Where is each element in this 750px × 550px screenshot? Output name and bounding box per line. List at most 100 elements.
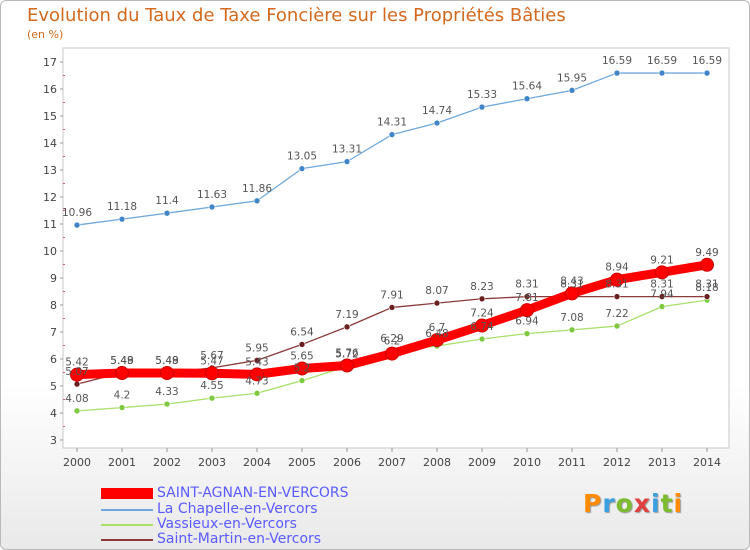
data-point (73, 221, 81, 229)
data-label: 4.33 (155, 386, 178, 398)
data-point (298, 377, 306, 384)
data-point (253, 389, 261, 397)
plot-area (62, 47, 730, 449)
data-label: 16.59 (602, 55, 632, 67)
data-point (430, 333, 444, 348)
data-label: 8.43 (560, 275, 583, 287)
y-axis-unit: (en %) (27, 28, 64, 41)
x-tick-label: 2003 (198, 456, 226, 469)
data-label: 14.74 (422, 105, 452, 117)
data-label: 6.2 (384, 336, 401, 348)
data-point (613, 293, 621, 300)
data-point (565, 286, 579, 301)
x-tick-label: 2002 (153, 456, 181, 469)
data-label: 4.2 (114, 390, 131, 402)
data-point (658, 293, 666, 300)
data-label: 9.49 (695, 247, 718, 259)
data-label: 6.48 (425, 328, 448, 340)
data-label: 5.49 (110, 355, 133, 367)
x-tick-label: 2010 (513, 456, 541, 469)
data-label: 5.76 (335, 347, 359, 359)
data-label: 8.07 (425, 285, 448, 297)
data-point (343, 158, 351, 165)
data-point (163, 400, 171, 408)
data-label: 4.73 (245, 375, 268, 387)
data-label: 7.22 (605, 308, 628, 320)
proxiti-logo: Proxiti (583, 489, 683, 518)
y-tick-label: 6 (50, 353, 57, 366)
data-label: 16.59 (647, 55, 677, 67)
y-tick-label: 5 (50, 380, 57, 393)
data-label: 6.7 (429, 322, 446, 334)
legend-swatch (101, 524, 153, 526)
data-label: 8.31 (695, 279, 718, 291)
data-label: 6.54 (290, 326, 314, 338)
data-point (613, 322, 621, 330)
data-point (115, 366, 129, 381)
logo-letter: x (633, 489, 651, 518)
data-point (253, 197, 261, 205)
x-tick-label: 2014 (693, 456, 721, 469)
legend-swatch (101, 539, 153, 541)
data-point (568, 326, 576, 334)
y-tick-label: 16 (43, 83, 57, 96)
data-label: 9.21 (650, 254, 673, 266)
data-label: 5.95 (245, 342, 268, 354)
data-point (610, 272, 624, 287)
data-label: 5.42 (65, 357, 88, 369)
data-label: 14.31 (377, 117, 407, 129)
data-point (298, 341, 306, 348)
logo-letter: t (660, 489, 674, 518)
data-point (703, 293, 711, 300)
data-point (658, 303, 666, 310)
data-label: 6.29 (380, 333, 403, 345)
data-label: 5.47 (200, 355, 223, 367)
data-point (205, 366, 219, 381)
data-point (385, 346, 399, 361)
y-tick-label: 10 (43, 245, 57, 258)
data-label: 8.31 (650, 279, 673, 291)
data-label: 15.95 (557, 72, 587, 84)
data-point (475, 318, 489, 333)
legend-swatch (101, 488, 153, 499)
legend-label: La Chapelle-en-Vercors (157, 501, 318, 517)
logo-letter: o (615, 489, 634, 518)
logo-letter: i (651, 489, 661, 518)
data-label: 11.86 (242, 183, 272, 195)
data-label: 11.4 (155, 195, 179, 207)
data-label: 16.59 (692, 55, 722, 67)
x-tick-label: 2008 (423, 456, 451, 469)
data-point (655, 265, 669, 280)
y-tick-label: 14 (43, 137, 57, 150)
y-tick-label: 4 (50, 407, 57, 420)
data-label: 7.19 (335, 309, 358, 321)
y-tick-label: 17 (43, 56, 57, 69)
data-label: 11.18 (107, 201, 137, 213)
data-label: 5.2 (294, 363, 311, 375)
data-point (208, 394, 216, 402)
data-label: 8.31 (515, 279, 538, 291)
data-point (250, 367, 264, 382)
data-point (163, 209, 171, 217)
data-point (343, 323, 351, 331)
data-point (523, 293, 531, 300)
x-tick-label: 2011 (558, 456, 586, 469)
legend-label: Vassieux-en-Vercors (157, 516, 297, 532)
data-label: 5.48 (155, 355, 178, 367)
data-point (73, 380, 81, 388)
data-point (73, 407, 81, 415)
y-tick-label: 11 (43, 218, 57, 231)
data-label: 5.49 (155, 355, 178, 367)
chart-title: Evolution du Taux de Taxe Foncière sur l… (27, 5, 566, 26)
data-point (478, 295, 486, 303)
data-label: 5.72 (335, 349, 358, 361)
x-tick-label: 2009 (468, 456, 496, 469)
data-point (298, 165, 306, 172)
logo-letter: P (583, 489, 603, 518)
data-point (70, 367, 84, 382)
data-label: 8.31 (560, 279, 583, 291)
data-label: 5.43 (245, 356, 268, 368)
data-point (613, 69, 621, 77)
data-label: 4.08 (65, 393, 88, 405)
x-tick-label: 2004 (243, 456, 271, 469)
